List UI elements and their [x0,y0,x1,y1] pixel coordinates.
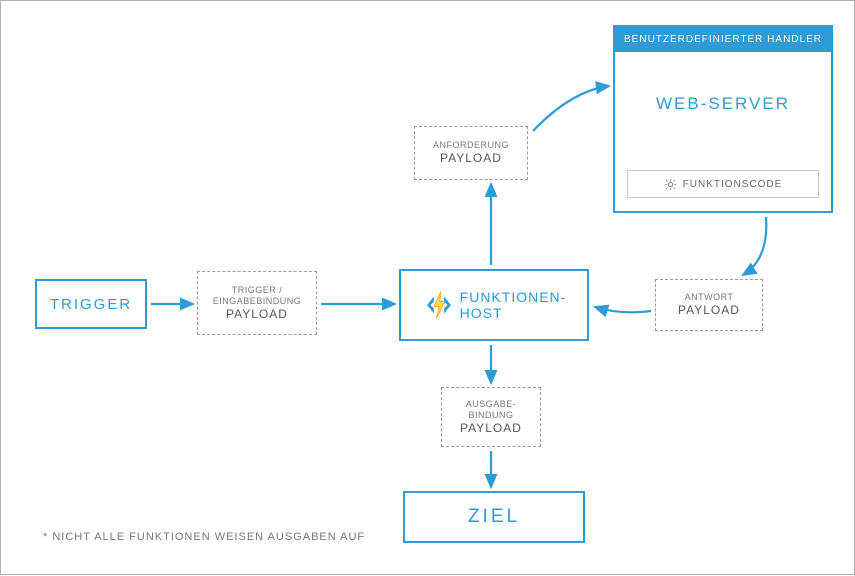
arrow-handler-to-antwort [743,217,766,275]
arrows-layer [1,1,855,576]
arrow-anforderung-to-handler [533,86,609,131]
diagram-frame: TRIGGER TRIGGER / EINGABEBINDUNG PAYLOAD… [0,0,855,575]
arrow-antwort-to-host [595,307,651,312]
